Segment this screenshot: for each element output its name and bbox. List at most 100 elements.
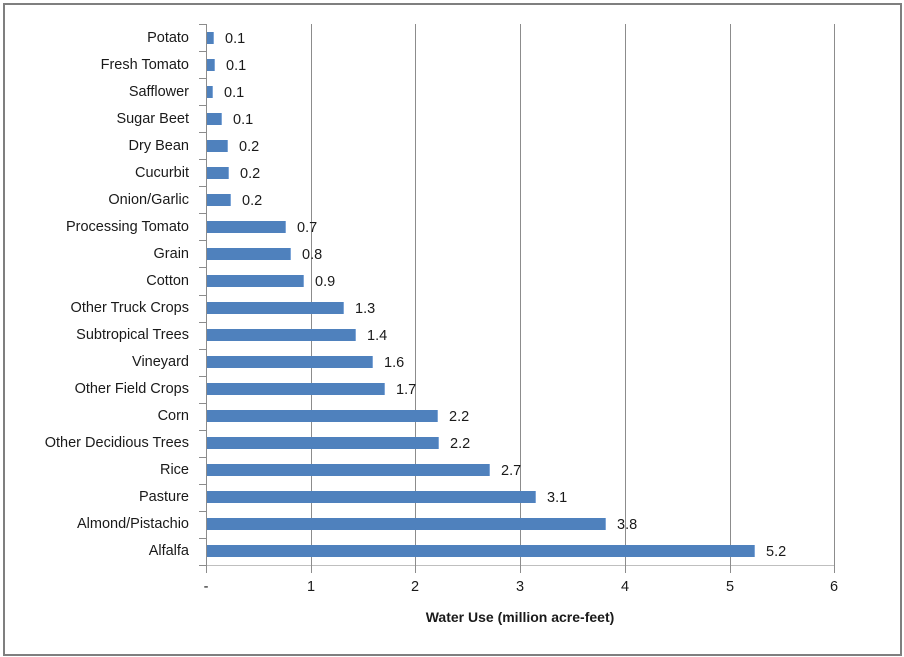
y-tick-mark — [199, 51, 206, 52]
data-value-label: 0.1 — [226, 58, 247, 74]
y-tick-mark — [199, 511, 206, 512]
data-value-label: 0.8 — [302, 247, 323, 263]
y-tick-mark — [199, 538, 206, 539]
data-value-label: 5.2 — [766, 544, 787, 560]
bar — [207, 356, 373, 368]
category-label: Sugar Beet — [116, 111, 189, 127]
data-value-label: 2.7 — [501, 463, 522, 479]
bar — [207, 275, 304, 287]
x-tick-label: 2 — [410, 579, 420, 595]
category-label: Processing Tomato — [65, 219, 189, 235]
category-label: Other Truck Crops — [70, 300, 189, 316]
y-axis-line — [206, 24, 207, 573]
y-tick-mark — [199, 430, 206, 431]
category-label: Onion/Garlic — [108, 192, 189, 208]
category-label: Almond/Pistachio — [76, 516, 189, 532]
y-tick-mark — [199, 78, 206, 79]
category-label: Other Decidious Trees — [44, 435, 189, 451]
y-tick-mark — [199, 24, 206, 25]
data-value-label: 1.4 — [367, 328, 388, 344]
data-value-label: 0.7 — [297, 220, 318, 236]
bar — [207, 32, 214, 44]
x-tick-mark — [730, 565, 731, 573]
category-label: Safflower — [128, 84, 189, 100]
bar — [207, 518, 606, 530]
y-tick-mark — [199, 186, 206, 187]
y-tick-mark — [199, 295, 206, 296]
bar — [207, 113, 222, 125]
bar — [207, 86, 213, 98]
x-tick-label: 5 — [725, 579, 735, 595]
category-label: Cotton — [146, 273, 189, 289]
gridline — [415, 24, 416, 565]
x-tick-label: 6 — [829, 579, 839, 595]
category-label: Subtropical Trees — [76, 327, 189, 343]
data-value-label: 2.2 — [449, 409, 470, 425]
y-tick-mark — [199, 105, 206, 106]
category-label: Fresh Tomato — [100, 57, 189, 73]
y-tick-mark — [199, 403, 206, 404]
category-label: Dry Bean — [128, 138, 189, 154]
bar — [207, 167, 229, 179]
bar — [207, 140, 228, 152]
data-value-label: 0.2 — [240, 166, 261, 182]
data-value-label: 1.6 — [384, 355, 405, 371]
data-value-label: 3.1 — [547, 490, 568, 506]
category-label: Corn — [157, 408, 189, 424]
x-tick-mark — [415, 565, 416, 573]
x-tick-label: 4 — [620, 579, 630, 595]
bar — [207, 491, 536, 503]
category-label: Grain — [153, 246, 189, 262]
x-tick-mark — [834, 565, 835, 573]
y-tick-mark — [199, 213, 206, 214]
x-tick-mark — [311, 565, 312, 573]
data-value-label: 0.2 — [239, 139, 260, 155]
x-tick-mark — [520, 565, 521, 573]
category-label: Pasture — [139, 489, 189, 505]
x-tick-label: - — [203, 579, 209, 595]
data-value-label: 1.3 — [355, 301, 376, 317]
gridline — [834, 24, 835, 565]
category-label: Vineyard — [132, 354, 189, 370]
bar — [207, 410, 438, 422]
data-value-label: 0.1 — [224, 85, 245, 101]
bar — [207, 329, 356, 341]
y-tick-mark — [199, 322, 206, 323]
y-tick-mark — [199, 267, 206, 268]
category-label: Alfalfa — [148, 543, 189, 559]
y-tick-mark — [199, 349, 206, 350]
category-label: Other Field Crops — [74, 381, 189, 397]
x-axis-title: Water Use (million acre-feet) — [425, 609, 615, 625]
bar — [207, 545, 755, 557]
data-value-label: 3.8 — [617, 517, 638, 533]
category-label: Rice — [159, 462, 189, 478]
x-tick-mark — [625, 565, 626, 573]
bar — [207, 302, 344, 314]
y-tick-mark — [199, 240, 206, 241]
gridline — [311, 24, 312, 565]
y-tick-mark — [199, 457, 206, 458]
data-value-label: 0.1 — [233, 112, 254, 128]
data-value-label: 0.9 — [315, 274, 336, 290]
gridline — [730, 24, 731, 565]
data-value-label: 1.7 — [396, 382, 417, 398]
bar — [207, 437, 439, 449]
gridline — [625, 24, 626, 565]
x-tick-label: 3 — [515, 579, 525, 595]
data-value-label: 2.2 — [450, 436, 471, 452]
data-value-label: 0.2 — [242, 193, 263, 209]
y-tick-mark — [199, 159, 206, 160]
y-tick-mark — [199, 565, 206, 566]
bar — [207, 383, 385, 395]
bar — [207, 194, 231, 206]
y-tick-mark — [199, 376, 206, 377]
y-tick-mark — [199, 484, 206, 485]
bar — [207, 248, 291, 260]
category-label: Cucurbit — [135, 165, 189, 181]
bar — [207, 221, 286, 233]
x-tick-mark — [206, 565, 207, 573]
bar — [207, 464, 490, 476]
bar — [207, 59, 215, 71]
data-value-label: 0.1 — [225, 31, 246, 47]
